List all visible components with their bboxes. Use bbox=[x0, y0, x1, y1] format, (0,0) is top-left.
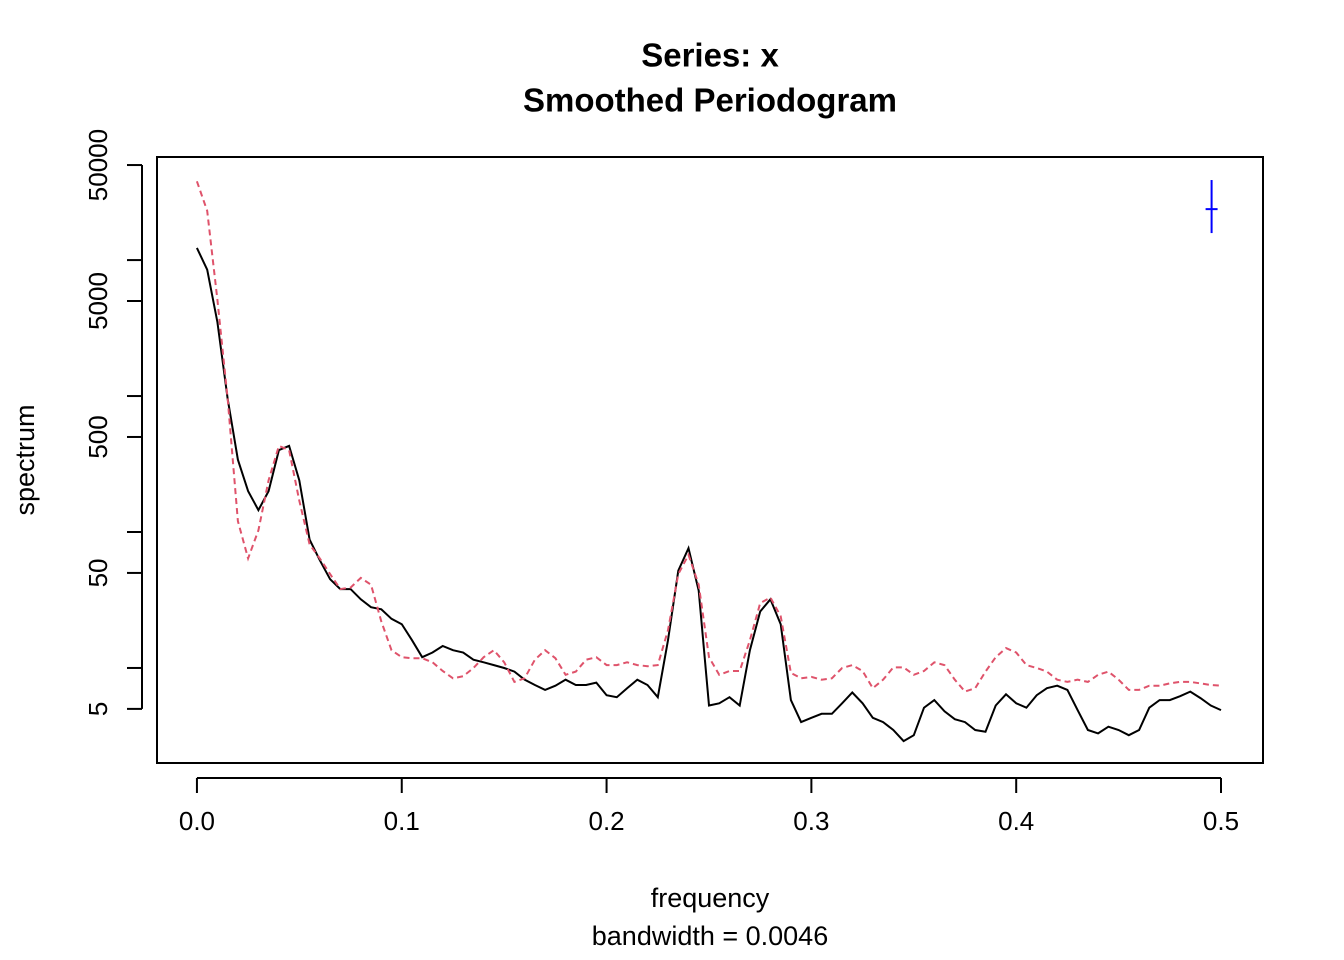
x-tick-label: 0.1 bbox=[384, 806, 420, 836]
x-axis-sublabel: bandwidth = 0.0046 bbox=[592, 921, 828, 951]
x-tick-label: 0.5 bbox=[1203, 806, 1239, 836]
y-axis-label: spectrum bbox=[10, 404, 40, 515]
x-tick-label: 0.4 bbox=[998, 806, 1034, 836]
x-tick-label: 0.3 bbox=[793, 806, 829, 836]
x-axis-label: frequency bbox=[651, 883, 770, 913]
y-tick-label: 50000 bbox=[83, 129, 113, 201]
chart-subtitle: Smoothed Periodogram bbox=[523, 82, 897, 119]
spectrum-line bbox=[195, 180, 1222, 693]
plot-frame bbox=[156, 156, 1264, 764]
y-tick-label: 5000 bbox=[83, 272, 113, 330]
spectrum-line bbox=[195, 247, 1222, 743]
y-tick-label: 50 bbox=[83, 558, 113, 587]
y-tick-label: 5 bbox=[83, 702, 113, 716]
x-tick-label: 0.2 bbox=[588, 806, 624, 836]
chart-title: Series: x bbox=[641, 37, 779, 74]
x-tick-label: 0.0 bbox=[179, 806, 215, 836]
y-tick-label: 500 bbox=[83, 415, 113, 458]
